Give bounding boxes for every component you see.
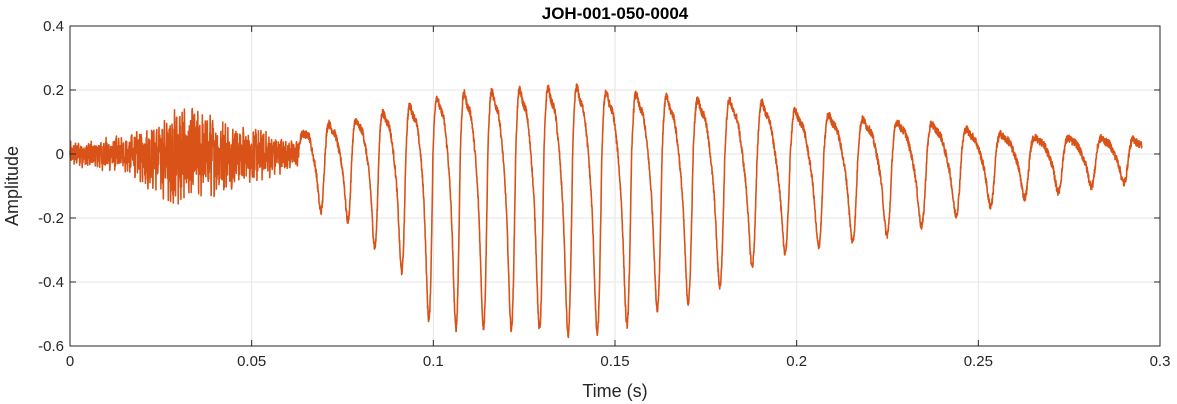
chart-title: JOH-001-050-0004: [542, 4, 689, 23]
x-tick-label: 0.05: [237, 353, 266, 370]
y-tick-label: -0.4: [38, 274, 64, 291]
y-tick-label: 0.2: [43, 82, 64, 99]
grid: [69, 25, 1161, 347]
y-axis-label: Amplitude: [2, 146, 22, 226]
x-axis-label: Time (s): [582, 381, 647, 401]
y-tick-label: 0.4: [43, 18, 64, 35]
ticks: 0 0.05 0.1 0.15 0.2 0.25 0.3 -0.6 -0.4 -0.2 0 0.2 0.…: [38, 18, 1170, 370]
x-tick-label: 0.15: [600, 353, 629, 370]
x-tick-label: 0.1: [423, 353, 444, 370]
x-tick-label: 0.2: [786, 353, 807, 370]
x-tick-label: 0.25: [964, 353, 993, 370]
y-tick-label: -0.6: [38, 338, 64, 355]
x-tick-label: 0.3: [1150, 353, 1171, 370]
y-tick-label: -0.2: [38, 210, 64, 227]
y-tick-label: 0: [56, 146, 64, 163]
plot-area: [69, 83, 1143, 339]
waveform-line: [69, 83, 1143, 339]
x-tick-label: 0: [66, 353, 74, 370]
